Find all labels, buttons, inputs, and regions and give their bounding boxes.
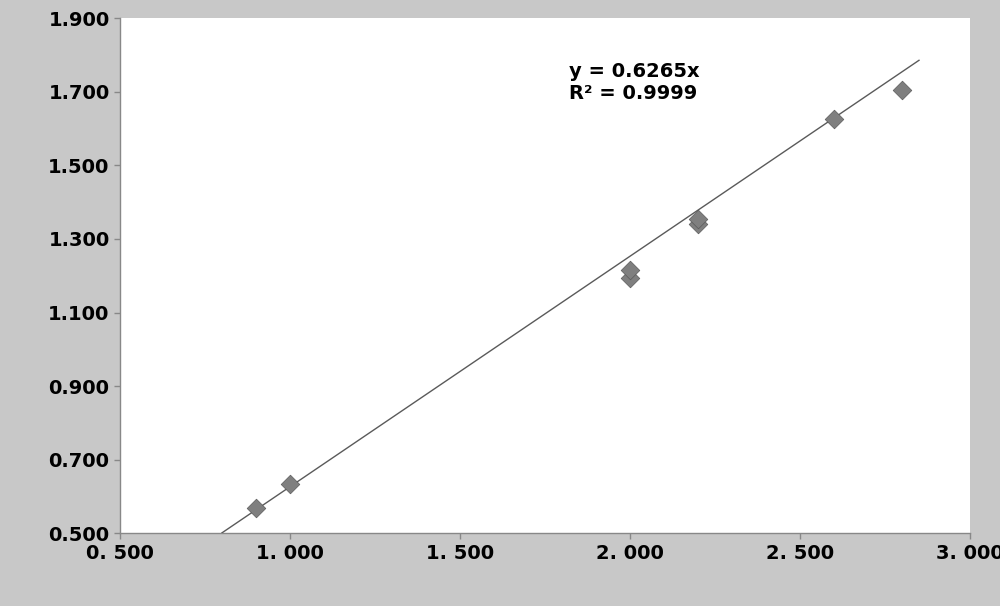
Point bbox=[622, 265, 638, 275]
Point bbox=[622, 273, 638, 282]
Point bbox=[248, 503, 264, 513]
Point bbox=[690, 214, 706, 224]
Text: y = 0.6265x
R² = 0.9999: y = 0.6265x R² = 0.9999 bbox=[569, 62, 699, 104]
Point bbox=[826, 115, 842, 124]
Point bbox=[894, 85, 910, 95]
Point bbox=[690, 219, 706, 229]
Point bbox=[282, 479, 298, 488]
